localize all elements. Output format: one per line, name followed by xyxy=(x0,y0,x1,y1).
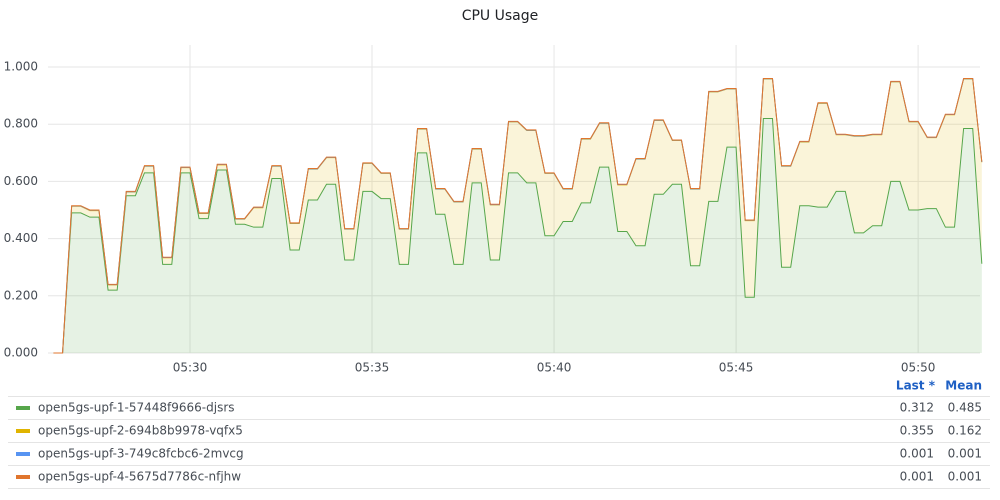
legend-header: Mean xyxy=(945,379,982,393)
legend-mean: 0.001 xyxy=(948,447,982,461)
x-tick-label: 05:30 xyxy=(173,361,208,375)
legend-label: open5gs-upf-1-57448f9666-djsrs xyxy=(38,401,235,415)
legend-swatch xyxy=(16,429,30,433)
legend-mean: 0.162 xyxy=(948,424,982,438)
legend-swatch xyxy=(16,406,30,410)
x-tick-label: 05:40 xyxy=(537,361,572,375)
y-tick-label: 0.800 xyxy=(4,117,38,131)
area xyxy=(53,118,982,353)
y-tick-label: 0.400 xyxy=(4,231,38,245)
legend-last: 0.355 xyxy=(900,424,934,438)
y-tick-label: 0.600 xyxy=(4,174,38,188)
legend-mean: 0.485 xyxy=(948,401,982,415)
legend-label: open5gs-upf-4-5675d7786c-nfjhw xyxy=(38,470,241,484)
legend-label: open5gs-upf-3-749c8fcbc6-2mvcg xyxy=(38,447,244,461)
line xyxy=(53,117,983,354)
line xyxy=(53,77,983,354)
legend-label: open5gs-upf-2-694b8b9978-vqfx5 xyxy=(38,424,243,438)
chart-title: CPU Usage xyxy=(462,8,539,24)
y-tick-label: 0.000 xyxy=(4,346,38,360)
legend-swatch xyxy=(16,452,30,456)
legend-last: 0.001 xyxy=(900,447,934,461)
y-tick-label: 1.000 xyxy=(4,60,38,74)
legend-header: Last * xyxy=(896,379,936,393)
y-tick-label: 0.200 xyxy=(4,288,38,302)
legend-last: 0.312 xyxy=(900,401,934,415)
x-tick-label: 05:35 xyxy=(355,361,390,375)
legend-mean: 0.001 xyxy=(948,470,982,484)
x-tick-label: 05:50 xyxy=(901,361,936,375)
legend-last: 0.001 xyxy=(900,470,934,484)
area xyxy=(53,79,982,354)
x-tick-label: 05:45 xyxy=(719,361,754,375)
legend-swatch xyxy=(16,475,30,479)
